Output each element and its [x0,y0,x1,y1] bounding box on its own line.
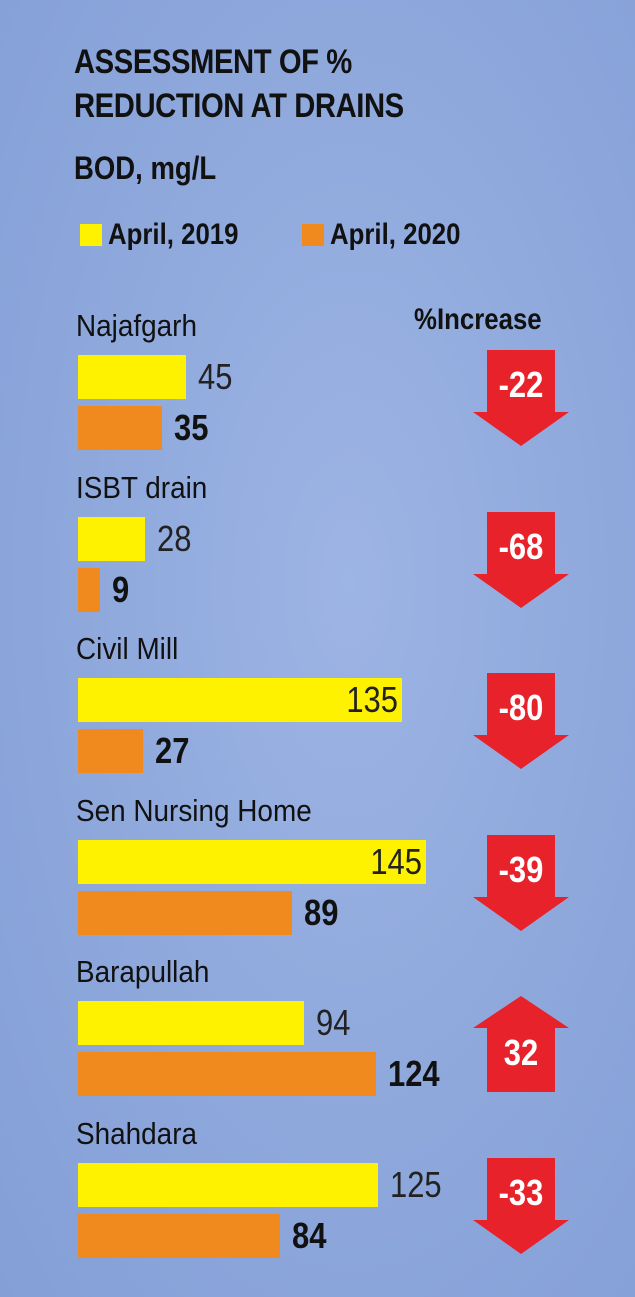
bar-2019 [78,840,426,884]
chart-title-line1: ASSESSMENT OF % [74,43,352,81]
bar-value-2019: 94 [316,1002,351,1043]
legend-label-2020: April, 2020 [330,218,461,251]
percent-change-value: -68 [498,526,544,567]
bar-value-2019: 135 [346,679,398,720]
bar-2019 [78,355,186,399]
percent-change-value: -39 [498,849,544,890]
change-arrow-down: -33 [473,1158,569,1254]
bar-2020 [78,1214,280,1258]
chart-subtitle: BOD, mg/L [74,150,217,186]
bar-value-2020: 35 [174,407,209,448]
change-arrow-up: 32 [473,996,569,1092]
bar-2020 [78,406,162,450]
drain-label: ISBT drain [76,470,208,505]
drain-label: Barapullah [76,954,210,989]
arrow-down-icon [473,350,569,446]
drain-label: Najafgarh [76,308,197,343]
change-arrow-down: -68 [473,512,569,608]
change-arrow-down: -39 [473,835,569,931]
drain-label: Civil Mill [76,631,179,666]
bar-2019 [78,517,145,561]
change-arrow-down: -22 [473,350,569,446]
bar-value-2020: 27 [155,730,190,771]
bar-value-2019: 125 [390,1164,442,1205]
percent-change-value: 32 [503,1032,539,1073]
drain-label: Sen Nursing Home [76,793,312,828]
bar-value-2020: 124 [388,1053,440,1094]
bar-value-2019: 28 [157,518,192,559]
arrow-down-icon [473,835,569,931]
bar-value-2020: 89 [304,892,339,933]
bar-value-2020: 84 [292,1215,327,1256]
bar-value-2019: 145 [370,841,422,882]
change-arrow-down: -80 [473,673,569,769]
bar-2019 [78,1163,378,1207]
bar-2020 [78,729,143,773]
drain-label: Shahdara [76,1116,198,1151]
bar-2020 [78,568,100,612]
chart-title-line2: REDUCTION AT DRAINS [74,87,404,125]
bar-value-2019: 45 [198,356,233,397]
percent-change-value: -22 [498,364,544,405]
percent-change-value: -33 [498,1172,544,1213]
legend-item-2020: April, 2020 [302,218,482,252]
legend-label-2019: April, 2019 [108,218,239,251]
legend-item-2019: April, 2019 [80,218,260,252]
legend-swatch-2019 [80,224,102,246]
arrow-up-icon [473,996,569,1092]
arrow-down-icon [473,1158,569,1254]
arrow-down-icon [473,512,569,608]
legend-swatch-2020 [302,224,324,246]
bar-2019 [78,678,402,722]
bar-2020 [78,1052,376,1096]
arrow-down-icon [473,673,569,769]
chart-title: ASSESSMENT OF % REDUCTION AT DRAINS [74,40,404,128]
percent-change-value: -80 [498,687,544,728]
bar-2020 [78,891,292,935]
percent-change-header: %Increase [414,303,542,336]
bar-value-2020: 9 [112,569,130,610]
bar-2019 [78,1001,304,1045]
